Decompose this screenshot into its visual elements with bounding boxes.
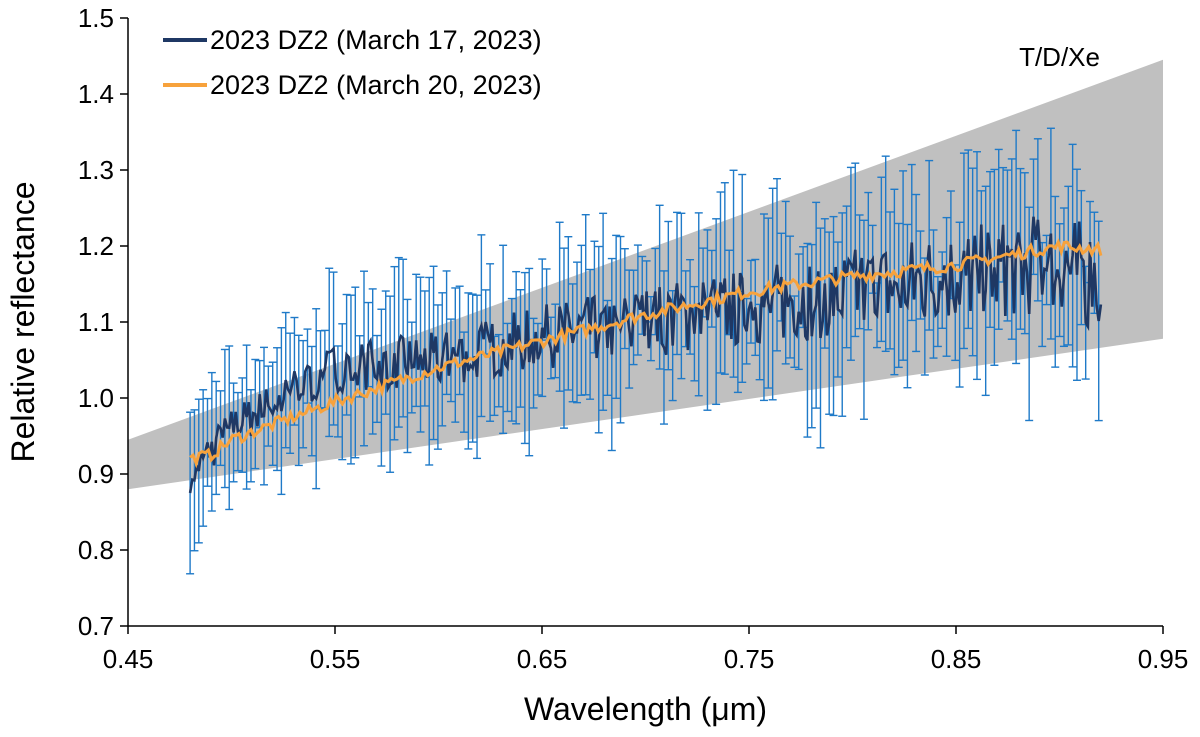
y-tick-label: 1.2 <box>78 231 114 261</box>
y-tick-label: 1.5 <box>78 3 114 33</box>
x-axis-ticks: 0.45 0.55 0.65 0.75 0.85 0.95 <box>103 626 1189 674</box>
legend-entry-march-20: 2023 DZ2 (March 20, 2023) <box>210 70 542 100</box>
y-tick-label: 1.0 <box>78 383 114 413</box>
legend-entry-march-17: 2023 DZ2 (March 17, 2023) <box>210 25 542 55</box>
legend: 2023 DZ2 (March 17, 2023) 2023 DZ2 (Marc… <box>163 25 542 100</box>
series-line-march-20 <box>189 238 1103 469</box>
x-tick-label: 0.95 <box>1138 644 1189 674</box>
x-tick-label: 0.65 <box>517 644 568 674</box>
x-tick-label: 0.55 <box>310 644 361 674</box>
x-tick-label: 0.75 <box>724 644 775 674</box>
band-label: T/D/Xe <box>1019 42 1100 72</box>
y-tick-label: 0.8 <box>78 535 114 565</box>
y-tick-label: 0.7 <box>78 611 114 641</box>
y-axis-title: Relative reflectance <box>5 181 41 462</box>
x-axis-title: Wavelength (μm) <box>524 691 767 727</box>
y-axis-ticks: 0.7 0.8 0.9 1.0 1.1 1.2 1.3 1.4 1.5 <box>78 3 128 641</box>
y-tick-label: 1.3 <box>78 155 114 185</box>
y-tick-label: 1.4 <box>78 79 114 109</box>
y-tick-label: 1.1 <box>78 307 114 337</box>
y-tick-label: 0.9 <box>78 459 114 489</box>
x-tick-label: 0.85 <box>931 644 982 674</box>
x-tick-label: 0.45 <box>103 644 154 674</box>
